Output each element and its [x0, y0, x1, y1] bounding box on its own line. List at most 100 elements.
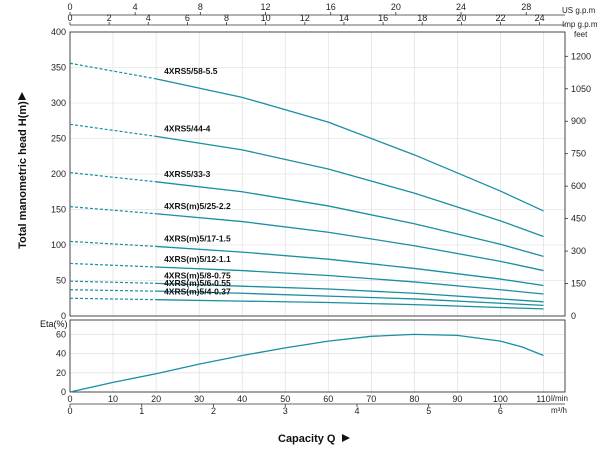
- capacity-axis-arrow-icon: [342, 434, 350, 442]
- lmin-tick-label: 110: [536, 394, 550, 404]
- head-tick-label: 100: [51, 240, 66, 250]
- imp-gpm-tick-label: 24: [535, 13, 545, 23]
- head-tick-label: 400: [51, 27, 66, 37]
- lmin-tick-label: 70: [366, 394, 376, 404]
- head-curve-dashed: [69, 240, 157, 248]
- us-gpm-tick-label: 16: [326, 2, 336, 12]
- head-curve-label: 4XRS5/58-5.5: [164, 66, 218, 76]
- lmin-tick-label: 40: [237, 394, 247, 404]
- imp-gpm-tick-label: 22: [495, 13, 505, 23]
- us-gpm-tick-label: 0: [67, 2, 72, 12]
- head-curve-label: 4XRS(m)5/17-1.5: [164, 233, 231, 243]
- head-tick-label: 300: [51, 98, 66, 108]
- head-tick-label: 50: [56, 276, 66, 286]
- head-curve-dashed: [69, 171, 157, 183]
- head-curve: [156, 266, 544, 295]
- lmin-tick-label: 30: [194, 394, 204, 404]
- head-curve-label: 4XRS(m)5/8-0.75: [164, 270, 231, 280]
- efficiency-panel: 0 20 40 60 0 10 20 30 40 50 60 70 80 90 100 110 0 1 2 3 4 5 6: [56, 319, 566, 416]
- head-curve-label: 4XRS(m)5/4-0.37: [164, 287, 231, 297]
- head-curve: [156, 245, 544, 287]
- lmin-tick-label: 0: [67, 394, 72, 404]
- imp-gpm-tick-label: 20: [456, 13, 466, 23]
- imp-gpm-tick-label: 16: [378, 13, 388, 23]
- head-curve: [156, 282, 544, 303]
- head-tick-label: 350: [51, 63, 66, 73]
- us-gpm-tick-label: 24: [456, 2, 466, 12]
- imp-gpm-tick-label: 14: [339, 13, 349, 23]
- head-curve: [155, 135, 544, 238]
- head-tick-label: 0: [61, 311, 66, 321]
- feet-unit-label: feet: [574, 30, 588, 39]
- head-curve: [156, 181, 544, 257]
- m3h-tick-label: 0: [67, 406, 72, 416]
- eta-axis-title: Eta(%): [40, 319, 68, 329]
- head-tick-label: 200: [51, 169, 66, 179]
- imp-gpm-tick-label: 12: [300, 13, 310, 23]
- head-curve-label: 4XRS(m)5/6-0.55: [164, 278, 231, 288]
- head-curve: [156, 213, 544, 272]
- head-axis-title: Total manometric head H(m): [17, 101, 29, 249]
- imp-gpm-tick-label: 18: [417, 13, 427, 23]
- head-axis-arrow-icon: [18, 92, 26, 100]
- head-curve: [155, 78, 544, 212]
- feet-tick-label: 1200: [571, 51, 591, 61]
- imp-gpm-tick-label: 6: [185, 13, 190, 23]
- lmin-tick-label: 60: [323, 394, 333, 404]
- imp-gpm-tick-label: 2: [107, 13, 112, 23]
- m3h-tick-label: 2: [211, 406, 216, 416]
- m3h-tick-label: 5: [426, 406, 431, 416]
- eta-tick-label: 20: [56, 368, 66, 378]
- feet-tick-label: 600: [571, 181, 586, 191]
- m3h-unit-label: m³/h: [551, 406, 567, 415]
- head-plot-frame: [69, 31, 566, 317]
- feet-tick-label: 750: [571, 149, 586, 159]
- lmin-tick-label: 90: [452, 394, 462, 404]
- m3h-tick-label: 1: [139, 406, 144, 416]
- imp-gpm-unit-label: Imp g.p.m: [562, 20, 598, 29]
- lmin-tick-label: 10: [108, 394, 118, 404]
- head-tick-label: 250: [51, 134, 66, 144]
- lmin-unit-label: l/min: [551, 394, 568, 403]
- head-curve-label: 4XRS(m)5/12-1.1: [164, 254, 231, 264]
- capacity-axis-title: Capacity Q: [278, 433, 336, 445]
- feet-tick-label: 1050: [571, 84, 591, 94]
- imp-gpm-tick-label: 8: [224, 13, 229, 23]
- head-curve-dashed: [69, 280, 157, 284]
- us-gpm-tick-label: 8: [198, 2, 203, 12]
- m3h-tick-label: 4: [354, 406, 359, 416]
- head-curve: [156, 290, 544, 306]
- us-gpm-tick-label: 4: [133, 2, 138, 12]
- us-gpm-tick-label: 12: [261, 2, 271, 12]
- feet-tick-label: 150: [571, 279, 586, 289]
- eta-tick-label: 0: [61, 387, 66, 397]
- head-curve-dashed: [69, 206, 157, 215]
- eta-plot-frame: [69, 319, 566, 393]
- eta-tick-label: 60: [56, 329, 66, 339]
- imp-gpm-tick-label: 10: [261, 13, 271, 23]
- us-gpm-tick-label: 28: [521, 2, 531, 12]
- us-gpm-tick-label: 20: [391, 2, 401, 12]
- head-curve-label: 4XRS5/44-4: [164, 123, 211, 133]
- lmin-tick-label: 20: [151, 394, 161, 404]
- lmin-tick-label: 80: [409, 394, 419, 404]
- head-curve: [156, 299, 544, 310]
- feet-tick-label: 450: [571, 214, 586, 224]
- head-curve-dashed: [69, 262, 157, 268]
- head-curve-dashed: [69, 297, 157, 301]
- m3h-tick-label: 6: [498, 406, 503, 416]
- lmin-tick-label: 100: [493, 394, 508, 404]
- imp-gpm-tick-label: 0: [67, 13, 72, 23]
- head-curve-panel: 0501001502002503003504000150300450600750…: [51, 2, 591, 321]
- feet-tick-label: 0: [571, 311, 576, 321]
- m3h-tick-label: 3: [283, 406, 288, 416]
- feet-tick-label: 300: [571, 246, 586, 256]
- efficiency-curve: [69, 333, 544, 393]
- lmin-tick-label: 50: [280, 394, 290, 404]
- imp-gpm-tick-label: 4: [146, 13, 151, 23]
- head-curve-dashed: [69, 289, 157, 292]
- feet-tick-label: 900: [571, 116, 586, 126]
- eta-tick-label: 40: [56, 349, 66, 359]
- head-curve-dashed: [69, 123, 157, 137]
